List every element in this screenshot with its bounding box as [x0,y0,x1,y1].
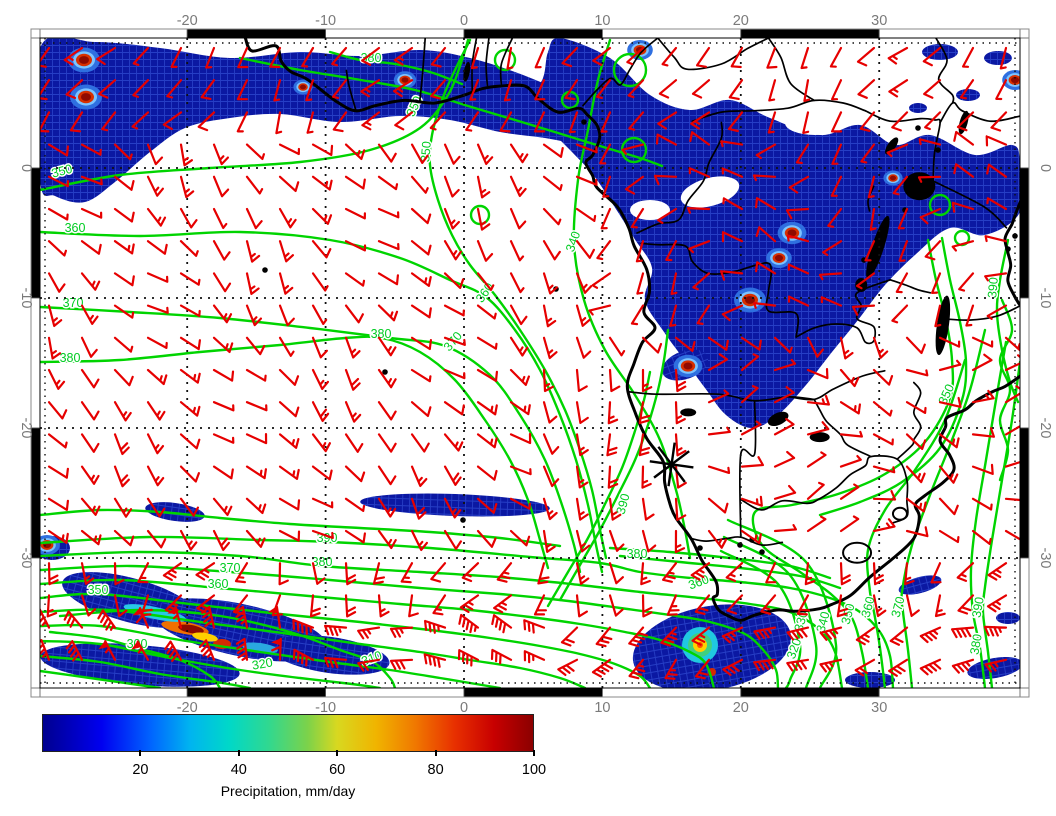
country-border [499,38,514,87]
contour-label: 380 [627,547,648,561]
lat-tick-label-right: -10 [1037,288,1053,309]
lon-tick-label-bottom: -10 [315,700,336,716]
colorbar-tick [237,750,240,756]
lake [866,215,890,279]
country-border [345,69,357,112]
colorbar-label: Precipitation, mm/day [220,783,356,799]
country-border [691,99,867,123]
lon-tick-label-bottom: 30 [871,700,887,716]
lon-tick-label-top: 10 [594,13,610,29]
contour-label: 370 [220,561,241,575]
lat-tick-label-right: 0 [1037,164,1053,172]
lon-tick-label-top: -20 [177,13,198,29]
contour-label: 370 [63,296,84,310]
colorbar-tick [434,750,437,756]
lat-tick-label-right: -30 [1037,548,1053,569]
lake [903,172,936,201]
lat-tick-label-left: -10 [18,288,34,309]
lat-tick-label-left: -20 [18,418,34,439]
country-border [795,278,892,345]
contour-label: 360 [208,577,229,591]
country-border [656,38,770,71]
enclave-border [842,541,873,564]
enclave-border [891,506,908,521]
lat-tick-label-left: -30 [18,548,34,569]
colorbar-tick [336,750,339,756]
colorbar-tick [533,750,535,756]
lon-tick-label-top: 0 [460,13,468,29]
country-border [636,121,724,234]
lake [885,137,899,155]
colorbar-tick-label: 20 [132,762,149,778]
contour-label: 380 [371,327,392,341]
lon-tick-label-bottom: 10 [594,700,610,716]
colorbar-tick [139,750,142,756]
lon-tick-label-bottom: 20 [733,700,749,716]
contour-label: 320 [251,655,274,672]
country-border [418,38,427,103]
country-border [767,38,816,102]
contour-label: 380 [967,633,984,656]
lon-tick-label-bottom: -20 [177,700,198,716]
lake [935,295,951,356]
grid-layer [40,38,1020,688]
country-border [889,278,932,294]
colorbar-tick-label: 80 [427,762,444,778]
lat-tick-label-left: 0 [18,164,34,172]
country-border [788,369,886,401]
site-marker-asterisk [649,442,694,487]
lake [680,408,697,417]
contour-label: 340 [563,229,583,253]
country-border [640,242,800,338]
lon-tick-label-bottom: 0 [460,700,468,716]
contour-label: 350 [418,141,434,163]
country-border [690,536,784,547]
country-border [485,38,490,89]
lake [767,411,789,427]
contour-label: 390 [969,596,986,619]
lon-tick-label-top: 20 [733,13,749,29]
country-border [935,38,955,104]
precipitation-colorbar [42,714,534,752]
lake [809,432,830,443]
country-border [582,38,659,107]
country-border [867,185,875,212]
colorbar-tick-label: 40 [230,762,247,778]
colorbar-tick-label: 60 [329,762,346,778]
wind-barbs-layer [40,46,1020,680]
country-border [932,180,1008,229]
lon-tick-label-top: 30 [871,13,887,29]
lon-tick-label-top: -10 [315,13,336,29]
country-border [864,109,941,182]
country-border [896,381,922,461]
lake [463,61,471,82]
map-frame [30,28,1030,698]
contour-label: 380 [60,351,81,365]
country-border [942,305,1020,322]
contour-label: 380 [312,555,333,569]
map-layers: 3503803503503403603703603703803803903903… [40,38,1020,688]
lat-tick-label-right: -20 [1037,418,1053,439]
contour-label: 350 [88,583,109,597]
contour-label: 360 [65,221,86,235]
colorbar-tick-label: 100 [521,762,547,778]
axis-labels: -20 -20 -10 -10 0 0 10 10 20 20 30 30 0 0 -10 -10 -20 -20… [18,13,1053,716]
